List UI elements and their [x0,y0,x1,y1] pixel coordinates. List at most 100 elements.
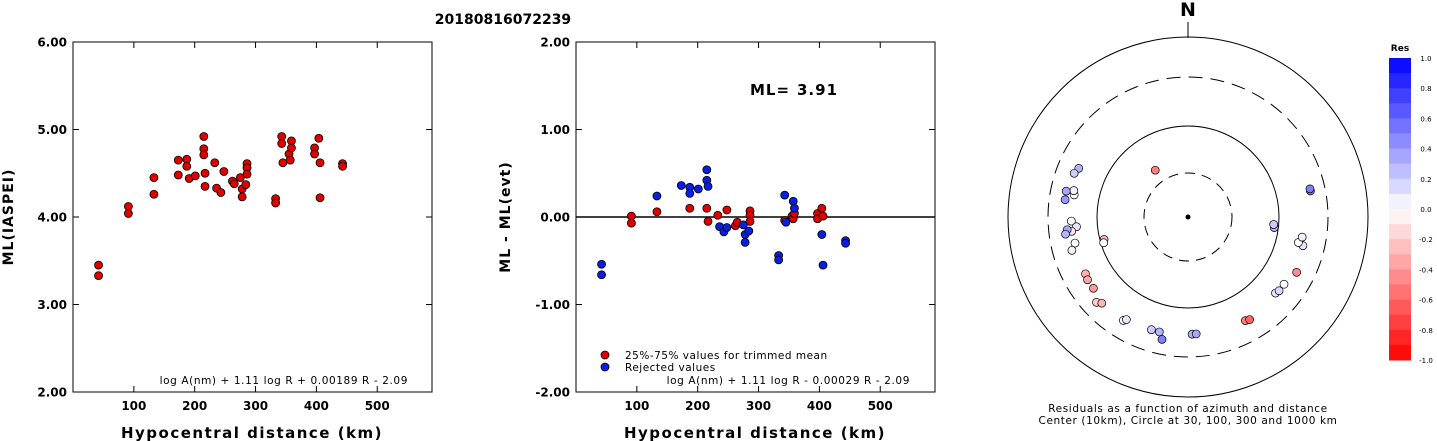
data-point [626,218,636,228]
data-point [740,237,750,247]
data-point [722,223,732,232]
data-point [745,216,755,226]
data-point [314,133,324,143]
formula-label: log A(nm) + 1.11 log R - 0.00029 R - 2.0… [667,375,910,387]
station-marker [1069,186,1079,195]
station-marker [1067,245,1077,255]
data-point [738,220,748,230]
caption-line-1: Residuals as a function of azimuth and d… [1048,403,1328,415]
x-tick-label: 300 [243,399,268,413]
colorbar-cell [1389,284,1411,301]
station-marker [1245,315,1254,324]
y-tick-label: 5.00 [37,123,67,137]
station-marker [1097,298,1107,308]
data-point [597,259,606,269]
data-point [790,203,799,213]
data-point [685,188,695,198]
data-point [315,158,325,168]
legend-label-trimmed: 25%-75% values for trimmed mean [625,350,828,362]
x-tick-label: 500 [868,399,893,413]
colorbar-cell [1389,224,1411,240]
formula-label: log A(nm) + 1.11 log R + 0.00189 R - 2.0… [160,375,408,387]
epicenter-dot [1185,214,1191,220]
y-tick-label: 1.00 [540,123,570,137]
data-point [229,179,239,189]
colorbar-cell [1389,58,1411,74]
station-marker [1292,267,1301,277]
colorbar-tick-label: -0.6 [1419,297,1433,305]
data-point [818,211,828,221]
data-point [200,168,210,178]
colorbar-cell [1389,103,1411,119]
colorbar-cell [1389,73,1411,89]
page-title: 20180816072239 [435,12,571,28]
colorbar-cell [1389,254,1411,270]
colorbar-cell [1389,269,1411,285]
station-marker [1060,195,1070,205]
colorbar-tick-label: -0.2 [1419,236,1433,244]
colorbar-tick-label: -1.0 [1419,357,1433,365]
ml-label: ML= [750,81,790,99]
x-tick-label: 100 [121,399,146,413]
y-tick-label: -1.00 [535,298,570,312]
station-marker [1150,165,1160,175]
data-point [94,260,103,270]
residual-vs-distance-chart: 100 200 300 400 500 -2.00 -1.00 0.00 1.00 2.00 ML… [498,36,936,441]
station-marker [1297,232,1307,242]
data-point [123,209,133,218]
legend-marker-rejected [600,362,610,372]
data-point [94,271,103,281]
data-point [693,184,703,194]
data-point [149,189,159,199]
data-point [200,181,210,191]
data-point [149,173,159,183]
data-point [652,191,662,201]
colorbar-cell [1389,193,1411,210]
x-axis-label: Hypocentral distance (km) [624,424,886,441]
circle-1000km [1007,36,1369,398]
colorbar-tick-label: 0.2 [1420,176,1431,184]
circle-30km [1143,172,1233,262]
x-tick-label: 100 [624,399,649,413]
station-marker [1279,279,1289,289]
colorbar-tick-label: 0.6 [1420,115,1432,123]
station-marker [1069,168,1079,178]
legend-label-rejected: Rejected values [625,362,716,374]
data-point [173,155,183,165]
x-tick-label: 500 [365,399,390,413]
data-point [199,150,209,160]
colorbar-cell [1389,209,1411,225]
data-point [241,180,251,190]
station-marker [1099,238,1109,248]
colorbar-tick-label: -0.4 [1419,266,1433,274]
data-point [219,167,229,176]
x-tick-label: 400 [807,399,832,413]
colorbar-cell [1389,163,1411,180]
data-point [199,132,209,141]
data-point [216,188,226,197]
station-marker [1305,184,1315,194]
data-point [780,190,790,200]
colorbar-cell [1389,148,1411,165]
colorbar-cell [1389,178,1411,195]
data-point [744,226,754,236]
data-point [685,203,695,213]
data-point [676,181,686,190]
ml-vs-distance-chart: 100 200 300 400 500 2.00 3.00 4.00 5.00 6.00 Hypo… [1,36,433,441]
y-tick-label: 0.00 [540,211,570,225]
station-marker [1157,335,1167,344]
data-point [841,238,850,248]
colorbar-tick-label: 0.0 [1420,206,1431,214]
station-marker [1269,220,1279,229]
data-point [781,217,791,227]
station-marker [1154,327,1164,337]
station-marker [1061,229,1070,239]
y-tick-label: 2.00 [37,386,67,400]
data-point [818,260,828,270]
data-point [652,207,662,217]
data-point [210,158,220,168]
x-tick-label: 400 [304,399,329,413]
x-tick-label: 200 [685,399,710,413]
station-marker [1070,238,1080,248]
